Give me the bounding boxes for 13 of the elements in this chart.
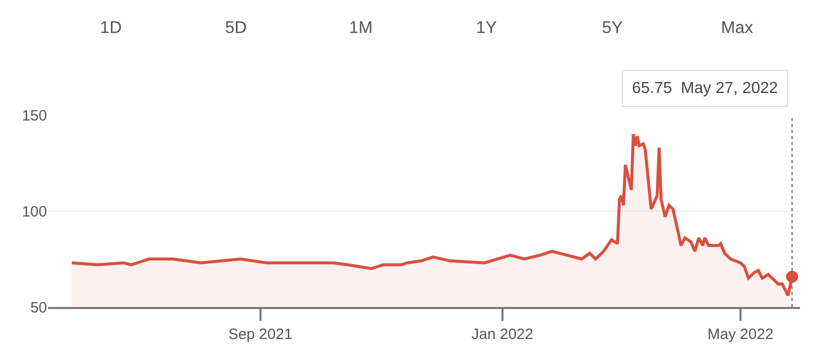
- text: 5Y: [602, 18, 623, 37]
- x-tick-label: Jan 2022: [472, 326, 534, 343]
- text: 1Y: [476, 18, 497, 37]
- text: 1M: [349, 18, 373, 37]
- text: 65.75 May 27, 2022: [632, 80, 778, 97]
- y-tick-label: 150: [22, 107, 47, 124]
- y-tick-label: 50: [30, 299, 47, 316]
- text: 5D: [225, 18, 247, 37]
- x-tick-label: May 2022: [708, 326, 774, 343]
- y-tick-label: 100: [22, 203, 47, 220]
- text: Max: [721, 18, 754, 37]
- x-tick-label: Sep 2021: [228, 326, 292, 343]
- text: 1D: [100, 18, 122, 37]
